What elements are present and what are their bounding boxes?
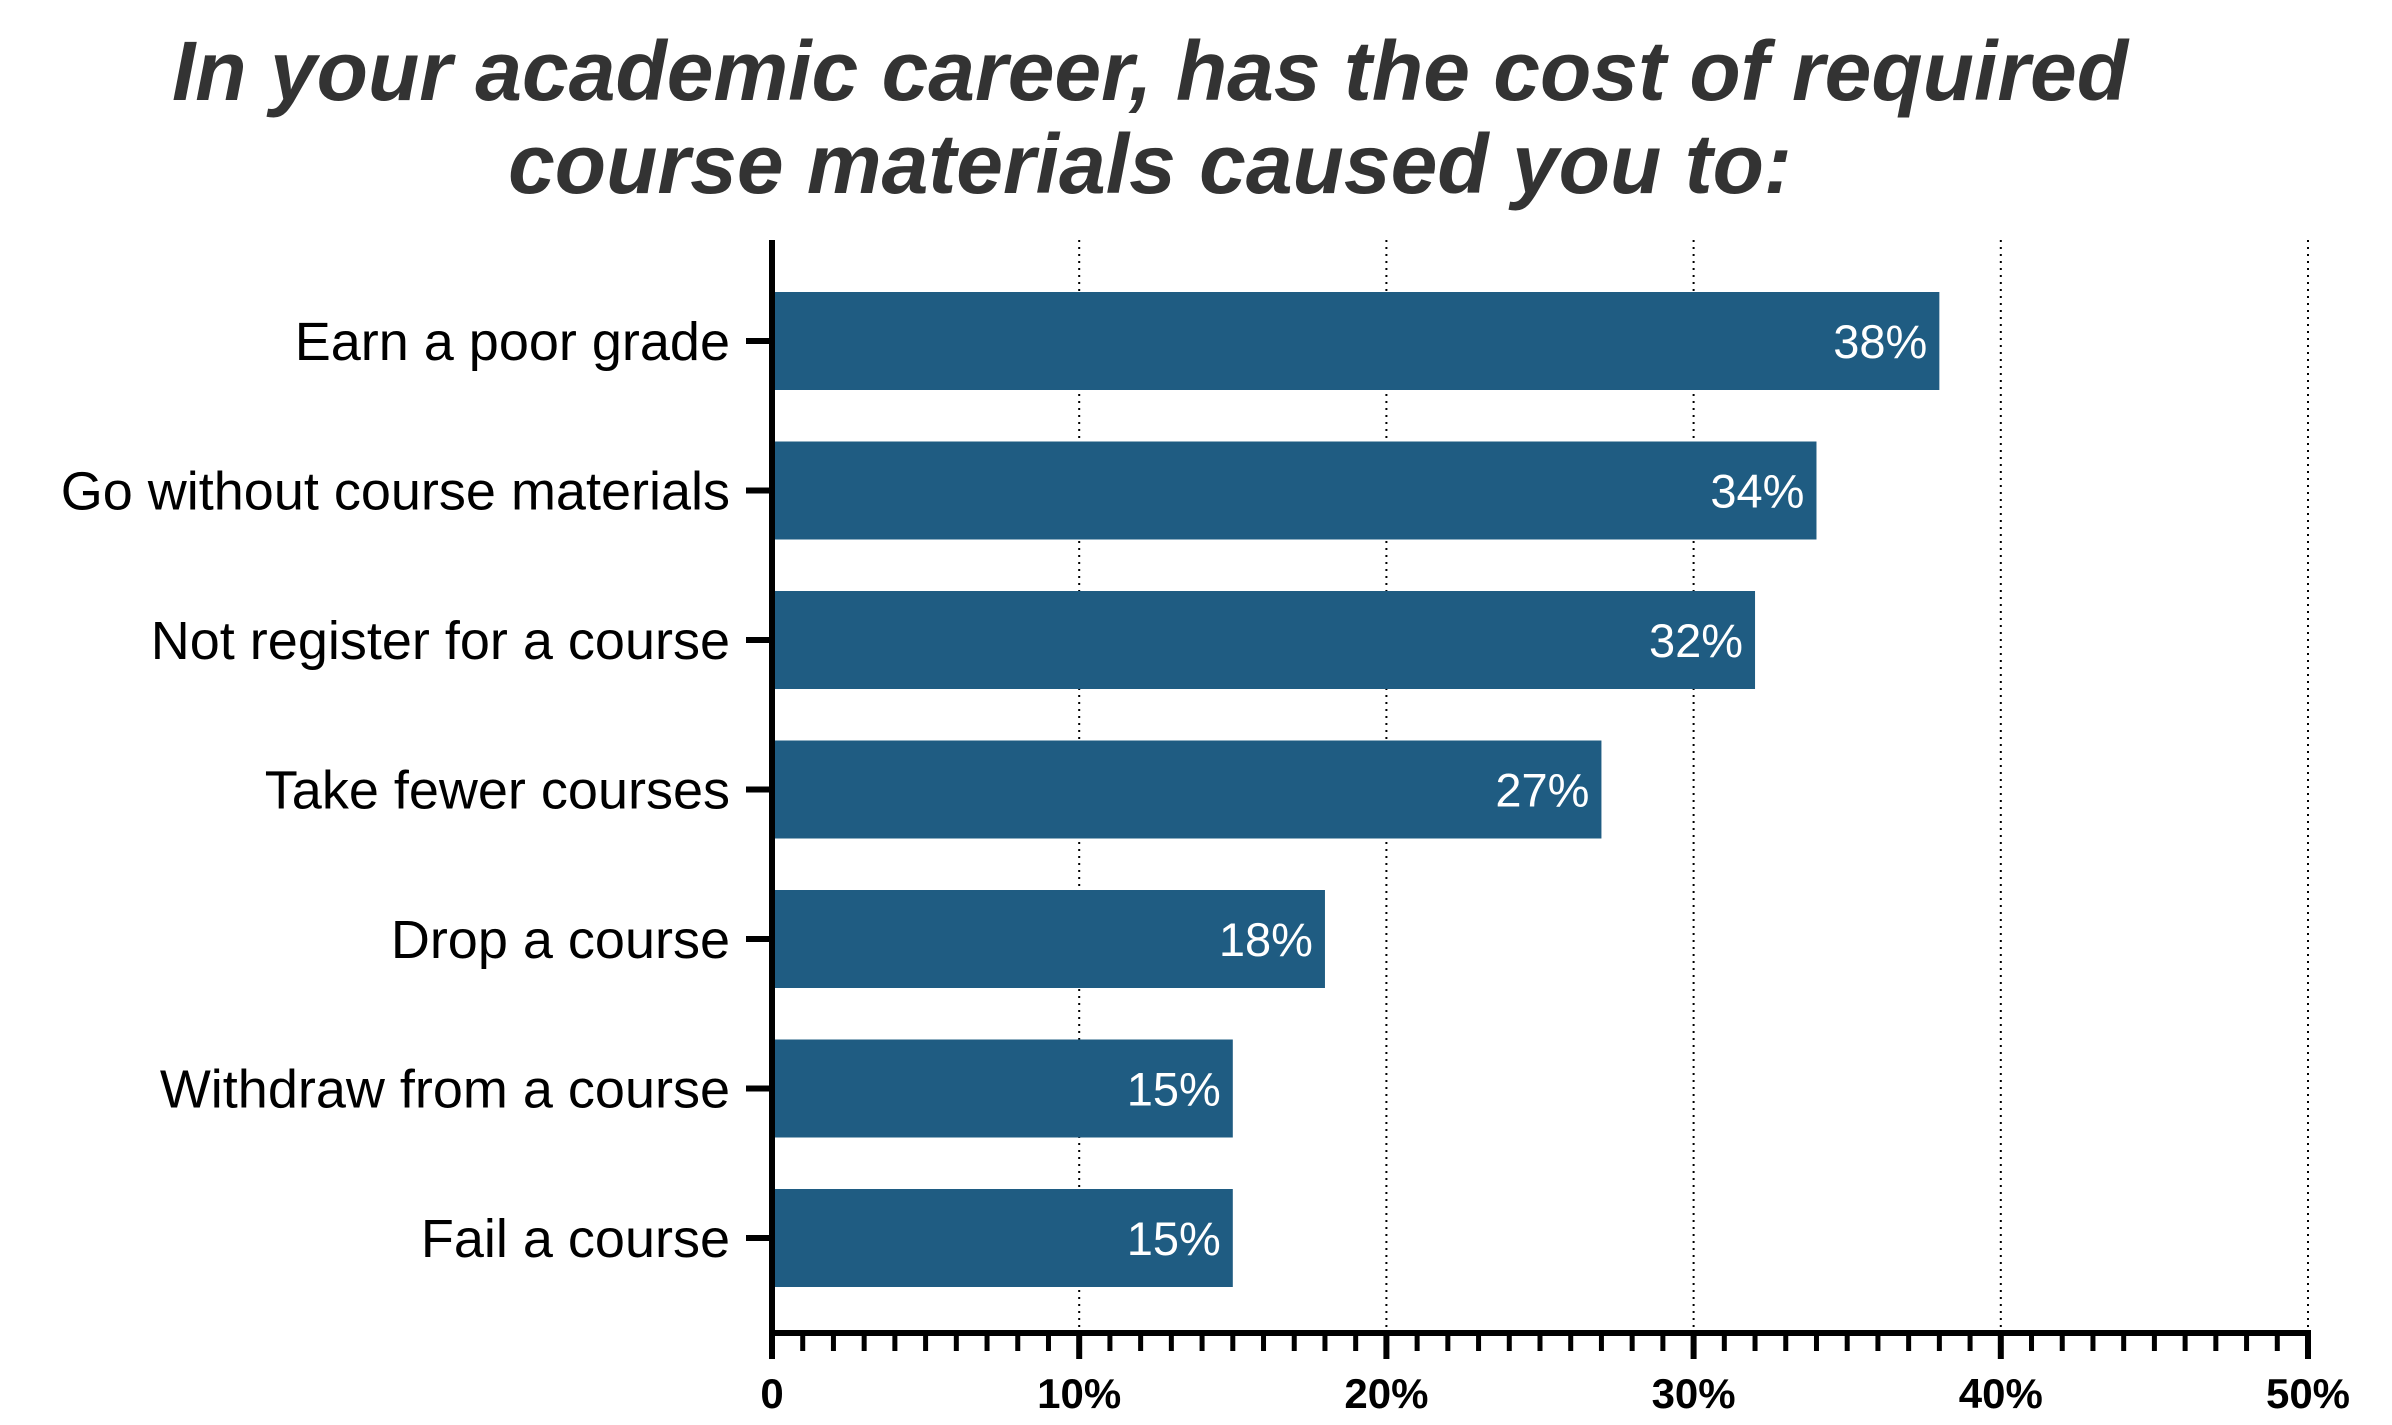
category-label-fail-a-course: Fail a course [421,1209,730,1269]
category-label-drop-a-course: Drop a course [391,910,730,970]
x-tick-labels: 0 10% 20% 30% 40% 50% [760,1370,2350,1417]
value-label-earn-a-poor-grade: 38% [1833,315,1927,368]
bar-go-without-course-materials [772,441,1817,540]
category-labels: Earn a poor grade Go without course mater… [61,312,730,1269]
value-label-fail-a-course: 15% [1127,1212,1221,1265]
bar-earn-a-poor-grade [772,292,1940,390]
category-label-go-without-course-materials: Go without course materials [61,462,730,522]
chart-title-line-2: course materials caused you to: [508,117,1792,211]
chart-title: In your academic career, has the cost of… [172,24,2130,211]
category-label-not-register-for-a-course: Not register for a course [151,611,730,671]
value-label-not-register-for-a-course: 32% [1649,614,1743,667]
value-label-withdraw-from-a-course: 15% [1127,1063,1221,1116]
category-label-earn-a-poor-grade: Earn a poor grade [295,312,730,372]
bar-take-fewer-courses [772,740,1602,839]
value-label-drop-a-course: 18% [1219,913,1313,966]
x-tick-label-30: 30% [1652,1370,1736,1417]
x-tick-label-40: 40% [1959,1370,2043,1417]
category-label-take-fewer-courses: Take fewer courses [265,761,730,821]
bar-not-register-for-a-course [772,591,1756,689]
category-label-withdraw-from-a-course: Withdraw from a course [160,1060,730,1120]
gridlines [1078,240,2309,1333]
bars: 38% 34% 32% 27% 18% 15% 15% [772,292,1940,1287]
bar-withdraw-from-a-course [772,1039,1233,1138]
x-tick-label-50: 50% [2266,1370,2350,1417]
chart-title-line-1: In your academic career, has the cost of… [172,24,2130,118]
value-label-take-fewer-courses: 27% [1495,764,1589,817]
bar-drop-a-course [772,890,1325,988]
x-tick-label-0: 0 [760,1370,783,1417]
x-tick-label-10: 10% [1037,1370,1121,1417]
value-label-go-without-course-materials: 34% [1710,465,1804,518]
bar-fail-a-course [772,1189,1233,1287]
x-tick-label-20: 20% [1344,1370,1428,1417]
axes [746,240,2311,1359]
